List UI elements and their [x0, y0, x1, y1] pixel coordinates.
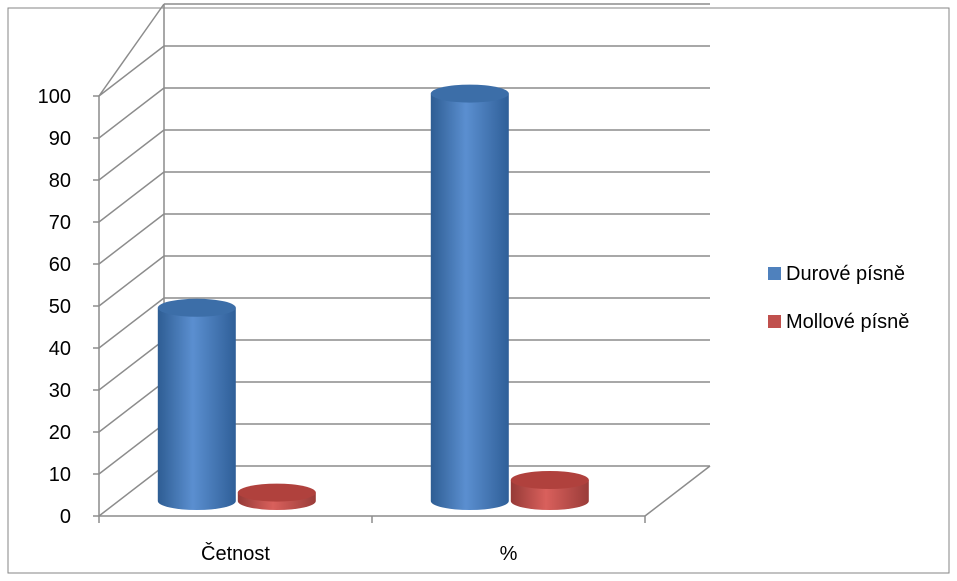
y-tick-label: 90	[49, 128, 71, 150]
y-tick-label: 40	[49, 338, 71, 360]
gridline-side	[98, 3, 165, 97]
y-tick-label: 10	[49, 464, 71, 486]
y-tick-label: 70	[49, 212, 71, 234]
y-tick-label: 0	[60, 506, 71, 528]
gridline-side	[98, 339, 165, 391]
bars	[157, 84, 589, 510]
bar-body	[157, 307, 236, 510]
bar-durove-1	[430, 84, 509, 510]
y-tick-label: 100	[38, 86, 71, 108]
y-tick-label: 30	[49, 380, 71, 402]
gridline-side	[98, 381, 165, 433]
floor-right-edge	[644, 465, 711, 517]
gridline-side	[98, 255, 165, 307]
legend-swatch	[768, 267, 781, 280]
bar-body	[430, 93, 509, 510]
gridline-side	[98, 171, 165, 223]
x-tick-label: %	[500, 543, 518, 565]
bar-durove-0	[157, 298, 236, 510]
bar-mollove-0	[237, 483, 316, 510]
gridline-side	[98, 297, 165, 349]
gridline-side	[98, 213, 165, 265]
bar-top	[510, 471, 589, 489]
y-tick-label: 50	[49, 296, 71, 318]
bar-mollove-1	[510, 471, 589, 510]
bar-top	[237, 483, 316, 502]
legend-label: Mollové písně	[786, 311, 909, 333]
labels: 0 10 20 30 40 50 60 70 80 90 100 Četnost%	[38, 86, 518, 565]
legend-swatch	[768, 315, 781, 328]
gridline-side	[98, 465, 165, 517]
y-tick-label: 80	[49, 170, 71, 192]
x-tick-label: Četnost	[201, 542, 270, 565]
bar-top	[157, 298, 236, 317]
y-tick-label: 20	[49, 422, 71, 444]
gridline-side	[98, 423, 165, 475]
legend: Durové písně Mollové písně	[768, 263, 909, 333]
gridline-side	[98, 87, 165, 139]
bar-top	[430, 84, 509, 103]
gridline-side	[98, 45, 165, 97]
legend-label: Durové písně	[786, 263, 905, 285]
y-tick-label: 60	[49, 254, 71, 276]
gridline-side	[98, 129, 165, 181]
